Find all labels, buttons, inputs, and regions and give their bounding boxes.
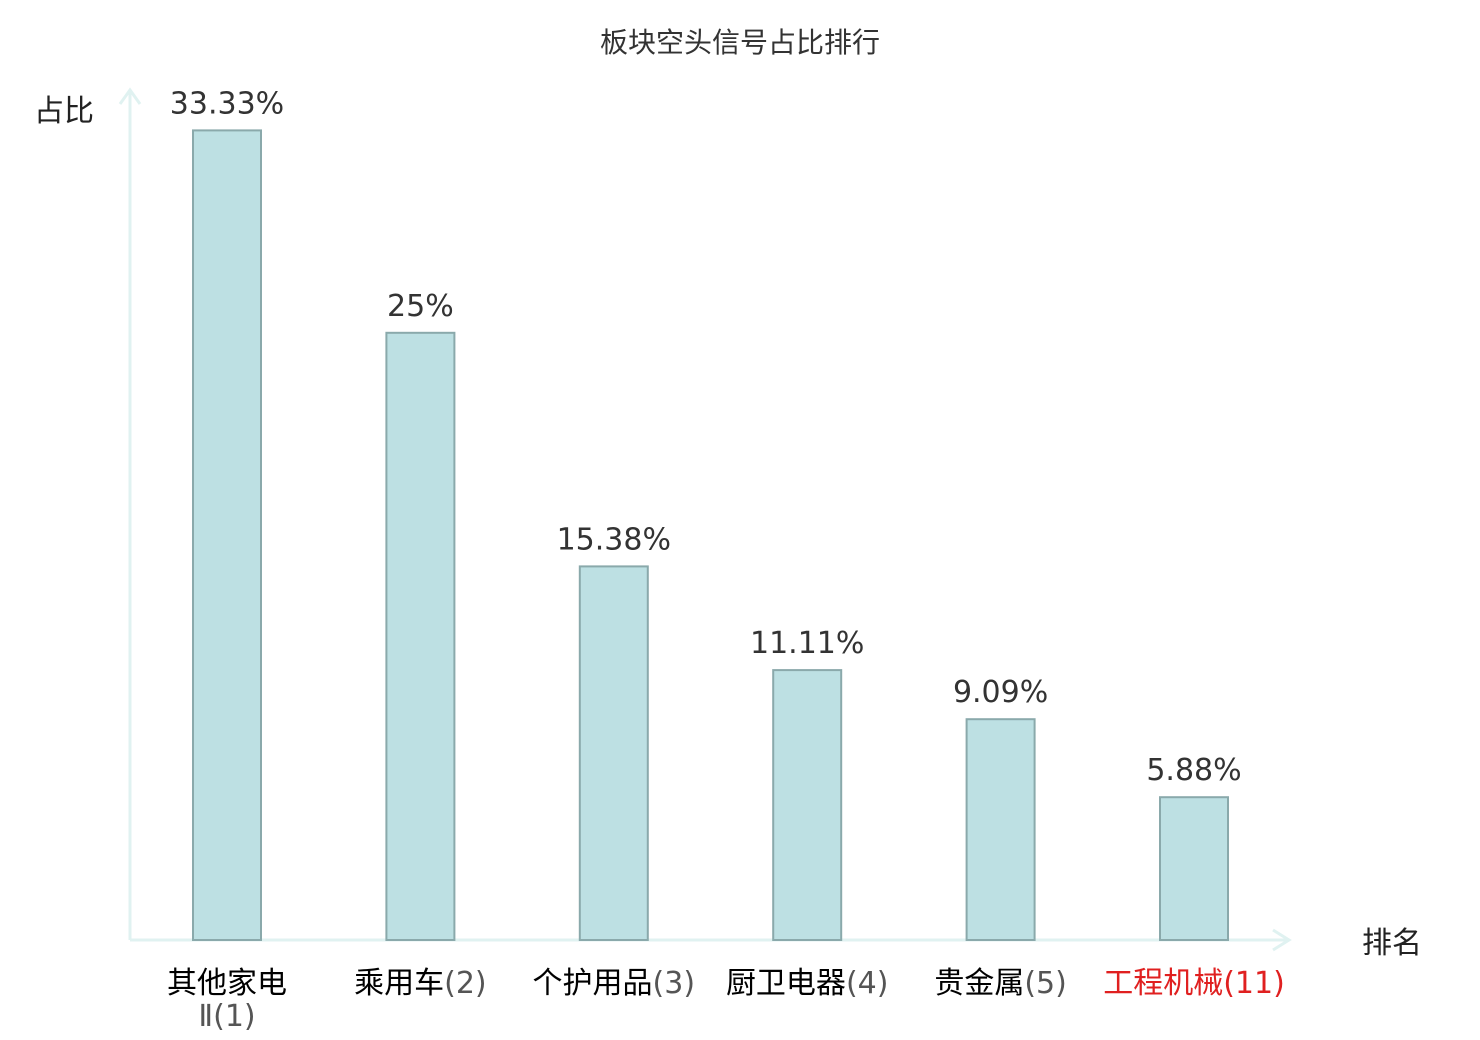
x-axis-label: 排名 bbox=[1362, 926, 1422, 961]
category-name: 个护用品 bbox=[533, 966, 653, 1001]
bar-4 bbox=[772, 669, 843, 941]
x-axis-arrow bbox=[1272, 928, 1292, 952]
category-label-2: 乘用车(2) bbox=[354, 966, 487, 1001]
category-name: 其他家电 bbox=[167, 966, 287, 1001]
bar-2 bbox=[385, 331, 456, 941]
category-rank: (3) bbox=[653, 966, 696, 1001]
category-rank: (5) bbox=[1024, 966, 1067, 1001]
bar-5 bbox=[965, 718, 1036, 942]
bar-3 bbox=[578, 565, 649, 942]
chart-title: 板块空头信号占比排行 bbox=[600, 26, 880, 59]
value-labels-group: 33.33% 25% 15.38% 11.11% 9.09% 5.88% bbox=[170, 86, 1242, 788]
axes bbox=[118, 87, 1292, 952]
value-label-6: 5.88% bbox=[1146, 753, 1241, 788]
category-label-4: 厨卫电器(4) bbox=[726, 966, 889, 1001]
bar-1 bbox=[192, 129, 262, 941]
category-name-line2: Ⅱ bbox=[198, 999, 213, 1034]
y-axis-arrow bbox=[118, 87, 142, 105]
category-label-5: 贵金属(5) bbox=[934, 966, 1067, 1001]
category-label-6: 工程机械(11) bbox=[1103, 966, 1285, 1001]
value-label-2: 25% bbox=[387, 289, 454, 324]
value-label-5: 9.09% bbox=[953, 675, 1048, 710]
y-axis-label: 占比 bbox=[34, 94, 94, 129]
value-label-1: 33.33% bbox=[170, 86, 284, 121]
category-label-1: 其他家电 Ⅱ(1) bbox=[167, 966, 287, 1034]
category-rank: (1) bbox=[213, 999, 256, 1034]
category-label-3: 个护用品(3) bbox=[533, 966, 696, 1001]
value-label-3: 15.38% bbox=[557, 522, 671, 557]
bars-group bbox=[192, 129, 1229, 942]
bar-6 bbox=[1159, 796, 1229, 942]
category-rank: (11) bbox=[1223, 966, 1285, 1001]
category-name: 厨卫电器 bbox=[726, 966, 846, 1001]
value-label-4: 11.11% bbox=[750, 626, 864, 661]
category-name: 乘用车 bbox=[354, 966, 444, 1001]
category-rank: (2) bbox=[444, 966, 487, 1001]
category-rank: (4) bbox=[846, 966, 889, 1001]
category-name: 工程机械 bbox=[1103, 966, 1223, 1001]
category-labels-group: 其他家电 Ⅱ(1)乘用车(2) 个护用品(3) 厨卫电器(4) 贵金属(5) 工程机械(1… bbox=[167, 966, 1285, 1034]
category-name: 贵金属 bbox=[934, 966, 1024, 1001]
